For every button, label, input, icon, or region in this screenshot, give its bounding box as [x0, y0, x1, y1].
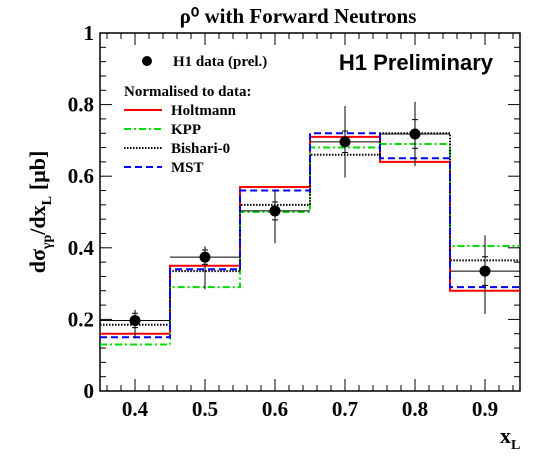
y-tick-label: 0	[84, 379, 95, 403]
series-line-mst	[100, 132, 520, 339]
x-tick-label: 0.4	[122, 397, 149, 421]
legend-header: Normalised to data:	[124, 84, 252, 100]
preliminary-label: H1 Preliminary	[339, 50, 494, 75]
x-tick-label: 0.6	[262, 397, 288, 421]
legend-label-data: H1 data (prel.)	[173, 54, 267, 70]
chart-title-text: ρ⁰ with Forward Neutrons	[180, 4, 417, 28]
legend-label-bishari-0: Bishari-0	[171, 141, 230, 157]
data-point	[339, 136, 351, 148]
y-tick-label: 0.6	[68, 164, 94, 188]
legend-label-holtmann: Holtmann	[171, 103, 237, 119]
x-axis-label: xL	[500, 423, 520, 453]
y-tick-label: 0.2	[68, 307, 94, 331]
y-tick-label: 1	[84, 21, 95, 45]
y-tick-label: 0.4	[68, 236, 95, 260]
chart-title: ρ⁰ with Forward Neutrons	[180, 4, 417, 28]
data-point	[129, 314, 141, 326]
x-tick-label: 0.8	[402, 397, 428, 421]
data-point	[479, 265, 491, 277]
legend-label-mst: MST	[171, 160, 204, 176]
series-group	[100, 132, 520, 346]
y-axis-label: dσγp/dxL[μb]	[25, 151, 55, 274]
y-tick-labels: 0 0.2 0.4 0.6 0.8 1	[68, 21, 95, 403]
x-tick-label: 0.9	[472, 397, 498, 421]
x-tick-labels: 0.4 0.5 0.6 0.7 0.8 0.9	[122, 397, 498, 421]
data-point	[269, 205, 281, 217]
data-points	[100, 101, 520, 339]
data-point	[199, 251, 211, 263]
data-point	[409, 128, 421, 140]
legend-label-kpp: KPP	[171, 122, 201, 138]
legend-marker-data	[142, 56, 152, 66]
plot-frame	[99, 32, 521, 392]
x-tick-label: 0.5	[192, 397, 218, 421]
x-tick-label: 0.7	[332, 397, 358, 421]
y-tick-label: 0.8	[68, 93, 94, 117]
legend: H1 data (prel.) Normalised to data: Holt…	[124, 54, 267, 176]
axis-ticks	[100, 32, 520, 392]
